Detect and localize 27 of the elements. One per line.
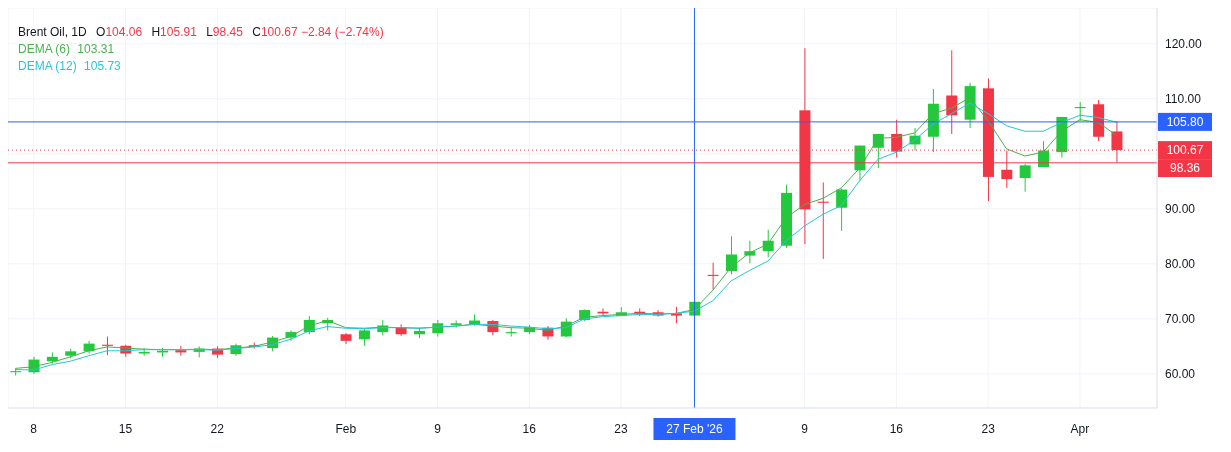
text: DEMA (12) (18, 59, 77, 73)
x-tick-label: 23 (981, 422, 996, 436)
y-tick-label: 60.00 (1165, 367, 1196, 382)
text: O104.06 H105.91 L98.45 C100.67 −2.84 (−2.74%) (96, 25, 384, 39)
x-tick-label: 27 Feb '26 (666, 422, 723, 436)
x-tick-label: 22 (210, 422, 225, 436)
text: DEMA (6) (18, 42, 71, 56)
x-tick-label: 9 (434, 422, 442, 436)
y-tick-label: 80.00 (1165, 257, 1196, 272)
text: Brent Oil, 1D (18, 25, 87, 39)
x-tick-label: 16 (889, 422, 904, 436)
y-tick-label: 70.00 (1165, 312, 1196, 327)
ref-line-label: 105.80 (1166, 114, 1204, 129)
annotation: 103.31 (77, 42, 115, 56)
x-tick-label: Apr (1070, 422, 1090, 436)
x-tick-label: 15 (118, 422, 133, 436)
annotation: 105.73 (84, 59, 121, 73)
y-tick-label: 110.00 (1165, 92, 1202, 107)
y-tick-label: 120.00 (1165, 37, 1203, 52)
ref-line-label: 100.67 (1166, 143, 1204, 158)
x-tick-label: 23 (614, 422, 629, 436)
y-tick-label: 90.00 (1165, 202, 1196, 217)
x-tick-label: 9 (801, 422, 809, 436)
ref-line-label: 98.36 (1169, 161, 1201, 176)
x-tick-label: Feb (335, 422, 357, 436)
x-tick-label: 8 (30, 422, 38, 436)
x-tick-label: 16 (522, 422, 537, 436)
